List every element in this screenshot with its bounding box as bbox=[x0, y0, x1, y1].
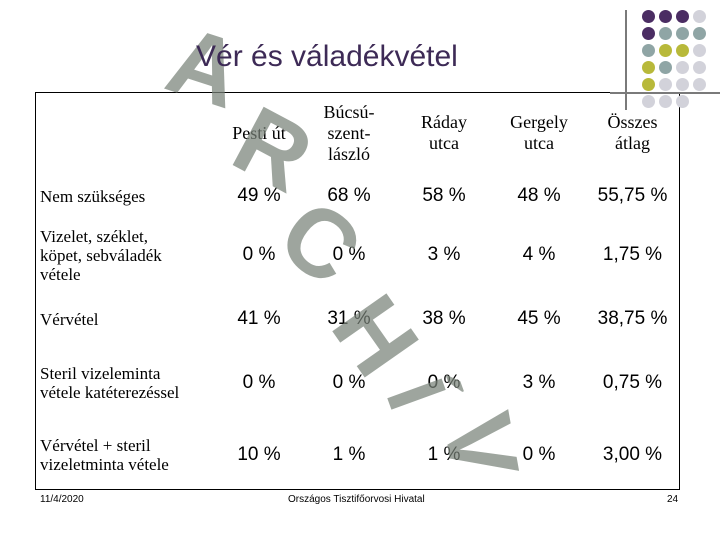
cell-value: 0 % bbox=[427, 372, 461, 393]
cell-value: 0 % bbox=[242, 372, 276, 393]
cell-value: 0 % bbox=[332, 372, 366, 393]
header-pesti-ut: Pesti út bbox=[214, 93, 304, 173]
decorative-dot bbox=[693, 44, 706, 57]
decorative-dot bbox=[659, 78, 672, 91]
decorative-dot bbox=[693, 27, 706, 40]
slide-title: Vér és váladékvétel bbox=[196, 40, 458, 73]
cell-value: 1 % bbox=[332, 444, 366, 465]
header-line: átlag bbox=[615, 133, 650, 153]
table-row: Nem szükséges 49 % 68 % 58 % 48 % 55,75 … bbox=[36, 173, 681, 219]
decorative-horizontal-line bbox=[610, 92, 720, 94]
header-raday-utca: Ráday utca bbox=[394, 93, 494, 173]
cell-value: 41 % bbox=[237, 308, 281, 329]
cell-value: 4 % bbox=[522, 244, 556, 265]
cell-value: 0 % bbox=[242, 244, 276, 265]
cell-value: 0 % bbox=[522, 444, 556, 465]
header-line: szent- bbox=[327, 122, 371, 143]
table-row: Vérvétel + steril vizeletminta vétele 10… bbox=[36, 419, 681, 491]
row-label: Steril vizeleminta vétele katéterezéssel bbox=[40, 364, 180, 402]
decorative-dot bbox=[676, 95, 689, 108]
decorative-dot bbox=[642, 95, 655, 108]
header-gergely-utca: Gergely utca bbox=[494, 93, 584, 173]
cell-value: 68 % bbox=[327, 185, 371, 206]
cell-value: 1,75 % bbox=[602, 244, 663, 265]
footer-page-number: 24 bbox=[667, 494, 679, 505]
decorative-dot bbox=[659, 95, 672, 108]
decorative-dot bbox=[676, 61, 689, 74]
cell-value: 48 % bbox=[517, 185, 561, 206]
header-line: Gergely bbox=[510, 112, 568, 132]
footer-organization: Országos Tisztifőorvosi Hivatal bbox=[288, 494, 425, 505]
row-label: Vérvétel + steril vizeletminta vétele bbox=[40, 436, 169, 474]
row-label: Vizelet, széklet, köpet, sebváladék véte… bbox=[40, 226, 162, 284]
decorative-vertical-line bbox=[625, 10, 627, 110]
header-bucsuszentlaszlo: Búcsú- szent- lászló bbox=[304, 93, 394, 173]
cell-value: 31 % bbox=[327, 308, 371, 329]
header-line: utca bbox=[524, 133, 554, 153]
decorative-dot-grid bbox=[636, 10, 720, 120]
header-line: Búcsú- bbox=[323, 101, 375, 122]
row-label: Vérvétel bbox=[40, 309, 99, 329]
header-line: Összes bbox=[607, 112, 658, 132]
table-row: Steril vizeleminta vétele katéterezéssel… bbox=[36, 347, 681, 419]
cell-value: 49 % bbox=[237, 185, 281, 206]
table-row: Vérvétel 41 % 31 % 38 % 45 % 38,75 % bbox=[36, 291, 681, 347]
header-line: lászló bbox=[328, 143, 370, 164]
decorative-dot bbox=[676, 10, 689, 23]
table-row: Vizelet, széklet, köpet, sebváladék véte… bbox=[36, 219, 681, 291]
decorative-dot bbox=[676, 78, 689, 91]
footer-date: 11/4/2020 bbox=[40, 494, 84, 505]
header-line: utca bbox=[429, 133, 459, 153]
cell-value: 0 % bbox=[332, 244, 366, 265]
header-line: Ráday bbox=[421, 112, 467, 132]
decorative-dot bbox=[676, 44, 689, 57]
table-header-row: Pesti út Búcsú- szent- lászló Ráday utca… bbox=[36, 93, 681, 173]
decorative-dot bbox=[642, 44, 655, 57]
decorative-dot bbox=[642, 10, 655, 23]
decorative-dot bbox=[642, 78, 655, 91]
cell-value: 38 % bbox=[422, 308, 466, 329]
cell-value: 45 % bbox=[517, 308, 561, 329]
cell-value: 58 % bbox=[422, 185, 466, 206]
decorative-dot bbox=[642, 27, 655, 40]
cell-value: 0,75 % bbox=[602, 372, 663, 393]
decorative-dot bbox=[659, 61, 672, 74]
decorative-dot bbox=[642, 61, 655, 74]
decorative-dot bbox=[693, 10, 706, 23]
decorative-dot bbox=[693, 61, 706, 74]
decorative-dot bbox=[676, 27, 689, 40]
cell-value: 10 % bbox=[237, 444, 281, 465]
decorative-dot bbox=[659, 10, 672, 23]
decorative-dot bbox=[659, 27, 672, 40]
header-line: Pesti út bbox=[232, 122, 286, 143]
header-osszes-atlag: Összes átlag bbox=[584, 93, 681, 173]
row-label: Nem szükséges bbox=[40, 186, 146, 206]
decorative-dot bbox=[693, 78, 706, 91]
cell-value: 3 % bbox=[427, 244, 461, 265]
cell-value: 3 % bbox=[522, 372, 556, 393]
data-table: Pesti út Búcsú- szent- lászló Ráday utca… bbox=[35, 92, 680, 490]
cell-value: 3,00 % bbox=[602, 444, 663, 465]
cell-value: 38,75 % bbox=[597, 308, 668, 329]
cell-value: 55,75 % bbox=[597, 185, 668, 206]
cell-value: 1 % bbox=[427, 444, 461, 465]
decorative-dot bbox=[659, 44, 672, 57]
